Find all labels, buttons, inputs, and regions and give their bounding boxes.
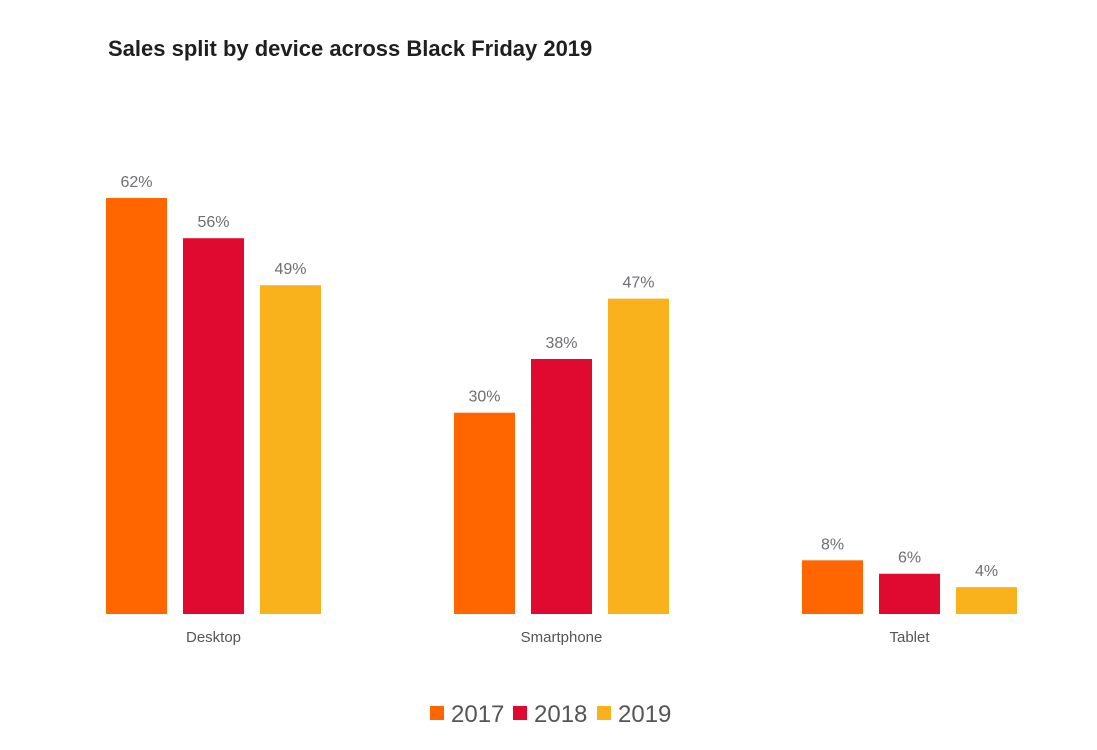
bar-desktop-2017: [106, 197, 167, 615]
value-label-smartphone-2018: 38%: [545, 335, 577, 352]
bar-smartphone-2017: [454, 412, 515, 614]
bar-tablet-2019: [956, 587, 1017, 614]
legend-swatch-2018: [513, 706, 527, 720]
value-label-smartphone-2017: 30%: [468, 389, 500, 406]
bars-layer: [106, 197, 1017, 615]
chart-title: Sales split by device across Black Frida…: [108, 36, 593, 61]
bar-tablet-2018: [879, 573, 940, 614]
legend-label-2018: 2018: [534, 701, 587, 728]
bar-desktop-2019: [260, 285, 321, 614]
value-label-tablet-2019: 4%: [975, 563, 998, 580]
value-label-desktop-2017: 62%: [120, 174, 152, 191]
legend: 2017 2018 2019: [430, 701, 671, 728]
bar-smartphone-2019: [608, 298, 669, 614]
value-labels-layer: 62% 56% 49% 30% 38% 47% 8% 6% 4%: [120, 174, 998, 580]
category-label-desktop: Desktop: [186, 629, 241, 646]
value-label-tablet-2017: 8%: [821, 536, 844, 553]
category-label-tablet: Tablet: [889, 629, 930, 646]
category-labels-layer: Desktop Smartphone Tablet: [186, 629, 930, 646]
bar-tablet-2017: [802, 560, 863, 614]
legend-label-2019: 2019: [618, 701, 671, 728]
value-label-tablet-2018: 6%: [898, 550, 921, 567]
value-label-desktop-2019: 49%: [274, 261, 306, 278]
legend-label-2017: 2017: [451, 701, 504, 728]
legend-swatch-2017: [430, 706, 444, 720]
category-label-smartphone: Smartphone: [521, 629, 603, 646]
legend-swatch-2019: [597, 706, 611, 720]
bar-smartphone-2018: [531, 359, 592, 614]
value-label-desktop-2018: 56%: [197, 214, 229, 231]
value-label-smartphone-2019: 47%: [622, 275, 654, 292]
bar-desktop-2018: [183, 238, 244, 615]
